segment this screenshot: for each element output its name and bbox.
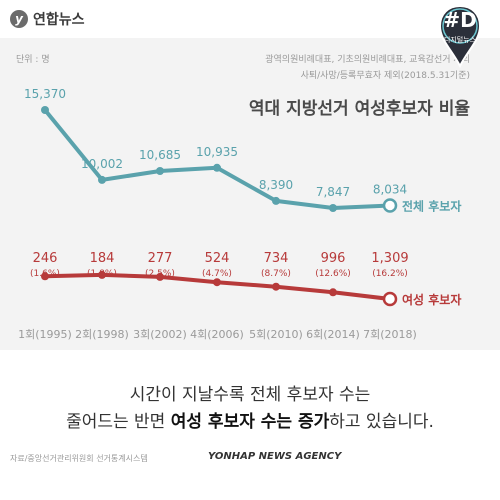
women-point xyxy=(213,278,221,287)
summary-line-1: 시간이 지날수록 전체 후보자 수는 xyxy=(129,385,371,405)
x-tick-label: 1회(1995) xyxy=(18,328,72,341)
women-point xyxy=(329,288,337,297)
total-point xyxy=(272,196,280,205)
chart-area: 단위 : 명 광역의원비례대표, 기초의원비례대표, 교육감선거 제외 사퇴/사… xyxy=(0,38,500,350)
source-note: 자료/중앙선거관리위원회 선거통계시스템 xyxy=(10,454,148,463)
women-percent-label: (12.6%) xyxy=(315,269,351,279)
women-value-label: 184 xyxy=(90,251,115,266)
x-tick-label: 2회(1998) xyxy=(75,328,129,341)
badge-subtitle: 디지털뉴스 xyxy=(443,36,477,44)
chart-title: 역대 지방선거 여성후보자 비율 xyxy=(249,98,470,119)
women-point xyxy=(156,272,164,281)
women-percent-label: (1.8%) xyxy=(87,269,117,279)
x-tick-label: 3회(2002) xyxy=(133,328,187,341)
unit-note: 단위 : 명 xyxy=(16,54,50,65)
total-value-label: 8,034 xyxy=(373,183,407,197)
summary-section: 시간이 지날수록 전체 후보자 수는 줄어드는 반면 여성 후보자 수는 증가하… xyxy=(0,350,500,500)
women-point xyxy=(382,291,398,307)
x-tick-label: 5회(2010) xyxy=(249,328,303,341)
women-value-label: 246 xyxy=(33,251,58,266)
women-point xyxy=(272,282,280,291)
badge-title: #D xyxy=(443,8,477,32)
total-value-label: 7,847 xyxy=(316,185,350,199)
chart-note-2: 사퇴/사망/등록무효자 제외(2018.5.31기준) xyxy=(301,69,470,81)
total-value-label: 15,370 xyxy=(24,87,66,101)
total-point xyxy=(156,167,164,175)
x-tick-label: 4회(2006) xyxy=(190,328,244,341)
x-tick-label: 7회(2018) xyxy=(363,328,417,341)
women-value-label: 277 xyxy=(148,251,173,266)
women-value-label: 734 xyxy=(264,251,289,266)
summary-line-2c: 하고 있습니다. xyxy=(329,412,434,432)
total-point xyxy=(98,175,106,184)
total-value-label: 10,935 xyxy=(196,145,238,159)
summary-line-2-emphasis: 여성 후보자 수는 증가 xyxy=(170,412,330,432)
total-point xyxy=(329,204,337,212)
total-value-label: 8,390 xyxy=(259,178,293,192)
women-value-label: 1,309 xyxy=(371,251,408,266)
agency-name: YONHAP NEWS AGENCY xyxy=(208,451,342,462)
women-value-label: 524 xyxy=(205,251,230,266)
digital-news-badge: #D 디지털뉴스 xyxy=(438,4,494,84)
women-percent-label: (16.2%) xyxy=(372,269,408,279)
total-point xyxy=(213,163,221,172)
logo-text: 연합뉴스 xyxy=(33,12,85,28)
logo-mark-icon: y xyxy=(10,10,28,28)
total-series-label: 전체 후보자 xyxy=(402,199,461,214)
total-value-label: 10,002 xyxy=(81,157,123,171)
total-point xyxy=(41,106,49,114)
summary-line-2a: 줄어드는 반면 xyxy=(66,412,171,432)
women-series-label: 여성 후보자 xyxy=(402,292,461,307)
women-point xyxy=(98,270,106,279)
line-chart: 단위 : 명 광역의원비례대표, 기초의원비례대표, 교육감선거 제외 사퇴/사… xyxy=(16,53,470,341)
women-percent-label: (8.7%) xyxy=(261,269,291,279)
women-percent-label: (2.5%) xyxy=(145,269,175,279)
header: y 연합뉴스 xyxy=(0,0,500,38)
total-point xyxy=(382,198,398,213)
women-point xyxy=(41,272,49,281)
x-tick-label: 6회(2014) xyxy=(306,328,360,341)
yonhap-logo: y 연합뉴스 xyxy=(10,9,85,29)
women-percent-label: (1.6%) xyxy=(30,269,60,279)
women-value-label: 996 xyxy=(321,251,346,266)
total-value-label: 10,685 xyxy=(139,148,181,162)
summary-line-2: 줄어드는 반면 여성 후보자 수는 증가하고 있습니다. xyxy=(0,407,500,432)
chart-note-1: 광역의원비례대표, 기초의원비례대표, 교육감선거 제외 xyxy=(265,53,470,65)
women-percent-label: (4.7%) xyxy=(202,269,232,279)
